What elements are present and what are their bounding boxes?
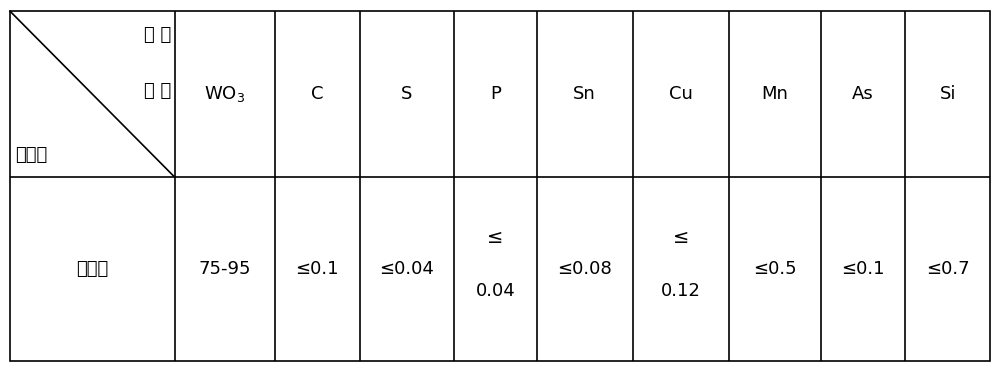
Text: Mn: Mn xyxy=(762,85,789,103)
Text: ≤0.1: ≤0.1 xyxy=(296,260,339,278)
Text: 0.04: 0.04 xyxy=(476,282,515,300)
Text: 碳化钨: 碳化钨 xyxy=(76,260,109,278)
Text: 0.12: 0.12 xyxy=(661,282,701,300)
Text: ≤0.04: ≤0.04 xyxy=(380,260,434,278)
Text: ≤0.5: ≤0.5 xyxy=(753,260,797,278)
Text: ≤0.7: ≤0.7 xyxy=(926,260,969,278)
Text: ≤: ≤ xyxy=(487,228,504,247)
Text: C: C xyxy=(311,85,324,103)
Text: P: P xyxy=(490,85,501,103)
Text: 原材料: 原材料 xyxy=(15,146,47,164)
Text: WO$_3$: WO$_3$ xyxy=(204,84,245,104)
Text: ≤0.08: ≤0.08 xyxy=(557,260,612,278)
Text: ≤0.1: ≤0.1 xyxy=(841,260,885,278)
Text: Sn: Sn xyxy=(573,85,596,103)
Text: S: S xyxy=(401,85,413,103)
Text: 75-95: 75-95 xyxy=(199,260,251,278)
Text: 元 素: 元 素 xyxy=(144,26,171,44)
Text: As: As xyxy=(852,85,874,103)
Text: Si: Si xyxy=(939,85,956,103)
Text: 名 称: 名 称 xyxy=(144,82,171,100)
Text: Cu: Cu xyxy=(669,85,693,103)
Text: ≤: ≤ xyxy=(673,228,689,247)
